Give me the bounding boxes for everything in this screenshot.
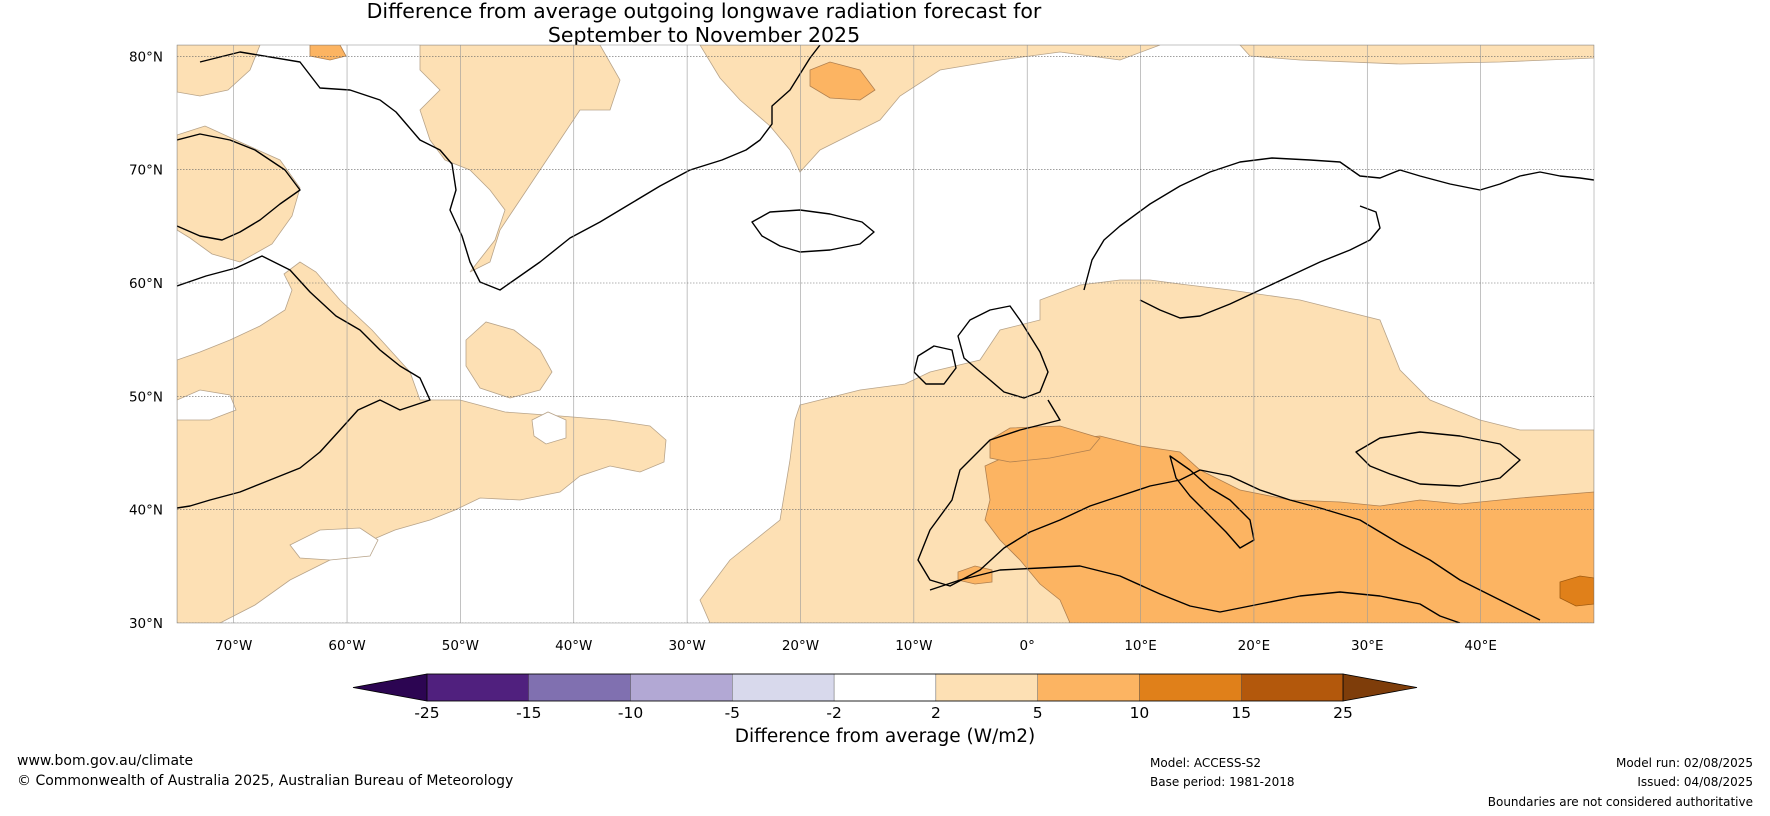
- colorbar-segment: [732, 673, 835, 702]
- coastline-canadian-arctic: [177, 133, 301, 241]
- axis-ticks: 80°N 70°N 60°N 50°N 40°N 30°N 70°W 60°W 50°W 40°W…: [129, 49, 1497, 654]
- colorbar-tick-label: -2: [826, 704, 841, 722]
- anomaly-5-to-10: [309, 45, 1594, 623]
- coastline-europe-west: [917, 399, 1541, 621]
- lon-tick-label: 20°W: [782, 638, 819, 654]
- map-title: Difference from average outgoing longwav…: [0, 0, 1408, 47]
- colorbar-tick-label: 5: [1033, 704, 1043, 722]
- colorbar-tick-label: 25: [1333, 704, 1353, 722]
- lat-tick-label: 80°N: [129, 49, 163, 65]
- anomaly-region-arabia: [1559, 575, 1594, 607]
- lat-tick-label: 60°N: [129, 276, 163, 292]
- colorbar-segment: [833, 673, 937, 702]
- anomaly-field: [177, 45, 1594, 623]
- colorbar-tick-label: -10: [618, 704, 643, 722]
- coastline-scandinavia: [1083, 157, 1594, 291]
- coastlines: [177, 45, 1594, 623]
- colorbar-tick-label: 10: [1130, 704, 1150, 722]
- lat-tick-label: 50°N: [129, 389, 163, 405]
- colorbar-segment: [1139, 673, 1242, 702]
- colorbar-tick-label: -5: [725, 704, 740, 722]
- colorbar-segment: [630, 673, 733, 702]
- colorbar: -25 -15 -10 -5 -2 2 5 10 15 25: [352, 673, 1418, 722]
- colorbar-over-arrow: [1342, 673, 1418, 702]
- lat-tick-label: 40°N: [129, 503, 163, 519]
- lat-tick-label: 70°N: [129, 163, 163, 179]
- colorbar-tick-label: -15: [516, 704, 541, 722]
- anomaly-region-mediterranean: [984, 435, 1594, 623]
- lon-tick-label: 40°W: [555, 638, 592, 654]
- anomaly-region-greenland-northeast: [809, 61, 876, 101]
- colorbar-segment: [426, 673, 529, 702]
- lon-tick-label: 60°W: [328, 638, 365, 654]
- lon-tick-label: 50°W: [442, 638, 479, 654]
- colorbar-segment: [935, 673, 1038, 702]
- footer-website: www.bom.gov.au/climate: [17, 753, 194, 769]
- title-line-2: September to November 2025: [547, 22, 861, 47]
- anomaly-10-to-15: [1559, 575, 1594, 607]
- footer-issued: Issued: 04/08/2025: [1637, 775, 1753, 789]
- lon-tick-label: 30°W: [668, 638, 705, 654]
- gridlines: [177, 45, 1594, 623]
- colorbar-under-arrow: [352, 673, 428, 702]
- coastline-labrador: [177, 255, 431, 509]
- footer-base-period: Base period: 1981-2018: [1150, 775, 1295, 789]
- footer-disclaimer: Boundaries are not considered authoritat…: [1487, 795, 1753, 809]
- anomaly-region-mid-atlantic: [465, 321, 553, 399]
- near-zero-region-quebec: [177, 389, 237, 421]
- anomaly-region-baffin: [177, 45, 261, 97]
- map-frame: [176, 44, 1595, 624]
- coastline-italy: [1169, 455, 1255, 549]
- forecast-map: 80°N 70°N 60°N 50°N 40°N 30°N 70°W 60°W 50°W 40°W…: [129, 44, 1595, 722]
- title-line-1: Difference from average outgoing longwav…: [366, 0, 1042, 23]
- anomaly-region-greenland-north: [419, 45, 621, 273]
- lon-tick-label: 20°E: [1238, 638, 1270, 654]
- coastline-greenland: [199, 45, 821, 291]
- coastline-black-sea: [1355, 431, 1521, 487]
- footer-model: Model: ACCESS-S2: [1150, 756, 1262, 770]
- coastline-britain: [957, 305, 1049, 399]
- colorbar-segment: [1241, 673, 1344, 702]
- near-zero-region-labrador-sea: [531, 411, 567, 445]
- colorbar-tick-label: 15: [1231, 704, 1251, 722]
- lon-tick-label: 10°W: [895, 638, 932, 654]
- anomaly-below-2: [177, 389, 567, 561]
- coastline-iceland: [751, 209, 875, 253]
- lat-tick-label: 30°N: [129, 616, 163, 632]
- footer-copyright: © Commonwealth of Australia 2025, Austra…: [17, 773, 514, 789]
- coastline-ireland: [913, 345, 957, 385]
- lon-tick-label: 70°W: [215, 638, 252, 654]
- near-zero-region-atlantic: [289, 527, 379, 561]
- lon-tick-label: 40°E: [1464, 638, 1496, 654]
- coastline-north-africa: [929, 565, 1461, 623]
- colorbar-tick-label: -25: [414, 704, 439, 722]
- colorbar-tick-label: 2: [931, 704, 941, 722]
- coastline-baltic: [1139, 205, 1381, 319]
- footer-model-run: Model run: 02/08/2025: [1615, 756, 1753, 770]
- lon-tick-label: 0°: [1020, 638, 1035, 654]
- colorbar-segment: [1037, 673, 1140, 702]
- lon-tick-label: 10°E: [1124, 638, 1156, 654]
- colorbar-label: Difference from average (W/m2): [734, 726, 1036, 747]
- lon-tick-label: 30°E: [1351, 638, 1383, 654]
- colorbar-frame: [426, 673, 1344, 702]
- anomaly-region-svalbard: [1239, 45, 1594, 65]
- colorbar-segment: [528, 673, 631, 702]
- anomaly-region-iberia: [989, 425, 1101, 463]
